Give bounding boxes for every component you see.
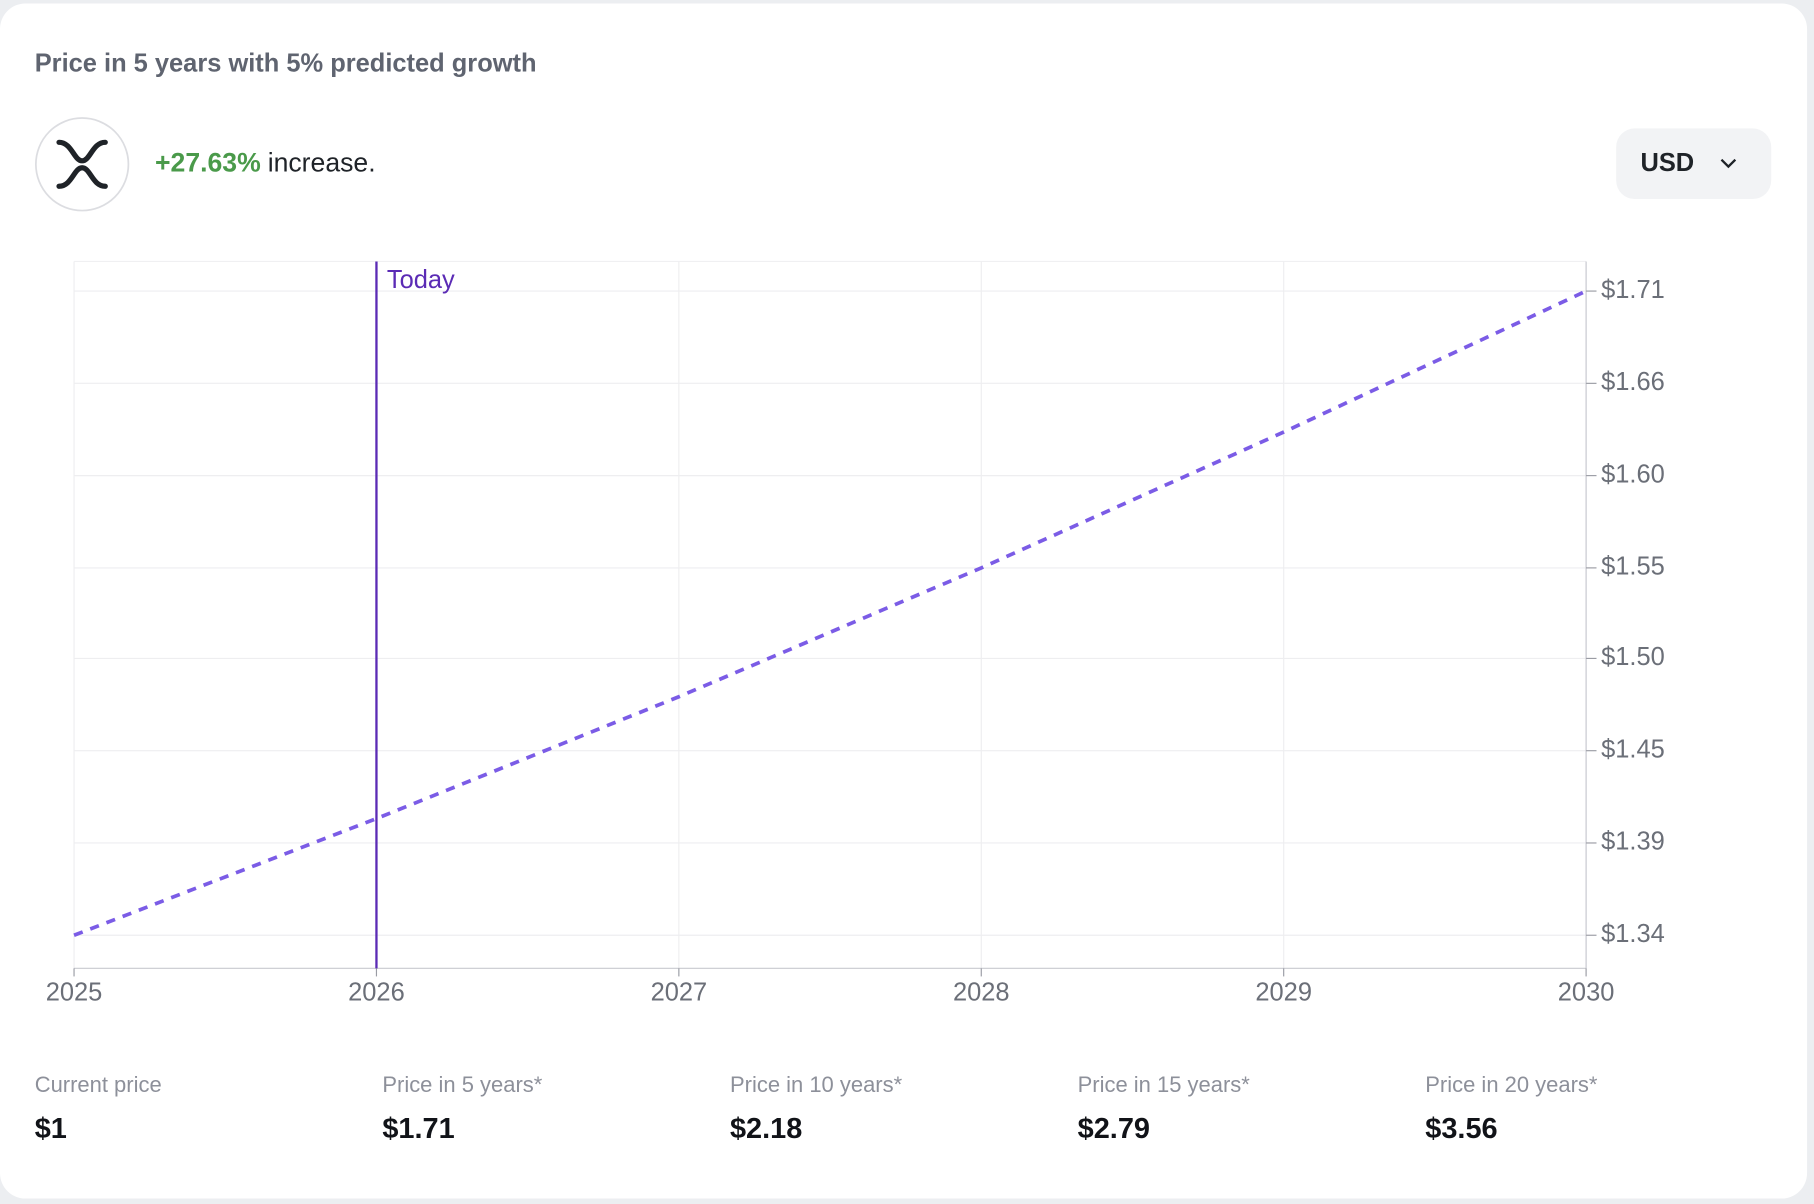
change-percent: +27.63% (155, 147, 261, 177)
currency-dropdown[interactable]: USD (1616, 128, 1772, 199)
card-background (0, 3, 1808, 1199)
stat-value: $1.71 (382, 1113, 454, 1145)
y-tick-label: $1.34 (1601, 920, 1665, 948)
stat-value: $1 (35, 1113, 67, 1145)
dropdown-chevron[interactable] (1720, 158, 1737, 169)
currency-label[interactable]: USD (1640, 149, 1694, 177)
y-tick-label: $1.39 (1601, 828, 1665, 856)
x-tick-label: 2028 (953, 978, 1010, 1006)
stat-label: Price in 5 years* (382, 1072, 542, 1097)
y-tick-label: $1.50 (1601, 643, 1665, 671)
x-tick-label: 2030 (1558, 978, 1615, 1006)
stat-label: Price in 10 years* (730, 1072, 903, 1097)
dropdown-background[interactable] (1616, 128, 1772, 199)
stat-label: Price in 20 years* (1425, 1072, 1598, 1097)
y-tick-label: $1.66 (1601, 368, 1665, 396)
stat-value: $2.18 (730, 1113, 802, 1145)
stats-row: Current price $1 Price in 5 years* $1.71 Pri… (35, 1072, 1598, 1145)
chart: 2025 2026 2027 2028 2029 2030 $1.34 $1.39 $1.45 $… (46, 260, 1665, 1006)
stat-value: $2.79 (1078, 1113, 1150, 1145)
change-text: +27.63% increase. (155, 147, 376, 177)
y-tick-label: $1.45 (1601, 735, 1665, 763)
x-tick-label: 2025 (46, 978, 103, 1006)
stat-label: Current price (35, 1072, 162, 1097)
today-label: Today (387, 266, 455, 294)
x-tick-label: 2027 (651, 978, 708, 1006)
x-tick-label: 2026 (348, 978, 405, 1006)
stat-label: Price in 15 years* (1078, 1072, 1251, 1097)
y-tick-label: $1.55 (1601, 553, 1665, 581)
coin-logo (34, 117, 130, 212)
y-tick-label: $1.60 (1601, 460, 1665, 488)
y-tick-label: $1.71 (1601, 276, 1665, 304)
x-tick-label: 2029 (1255, 978, 1312, 1006)
card-title: Price in 5 years with 5% predicted growt… (35, 50, 537, 78)
change-suffix: increase. (268, 147, 376, 177)
stat-value: $3.56 (1425, 1113, 1497, 1145)
